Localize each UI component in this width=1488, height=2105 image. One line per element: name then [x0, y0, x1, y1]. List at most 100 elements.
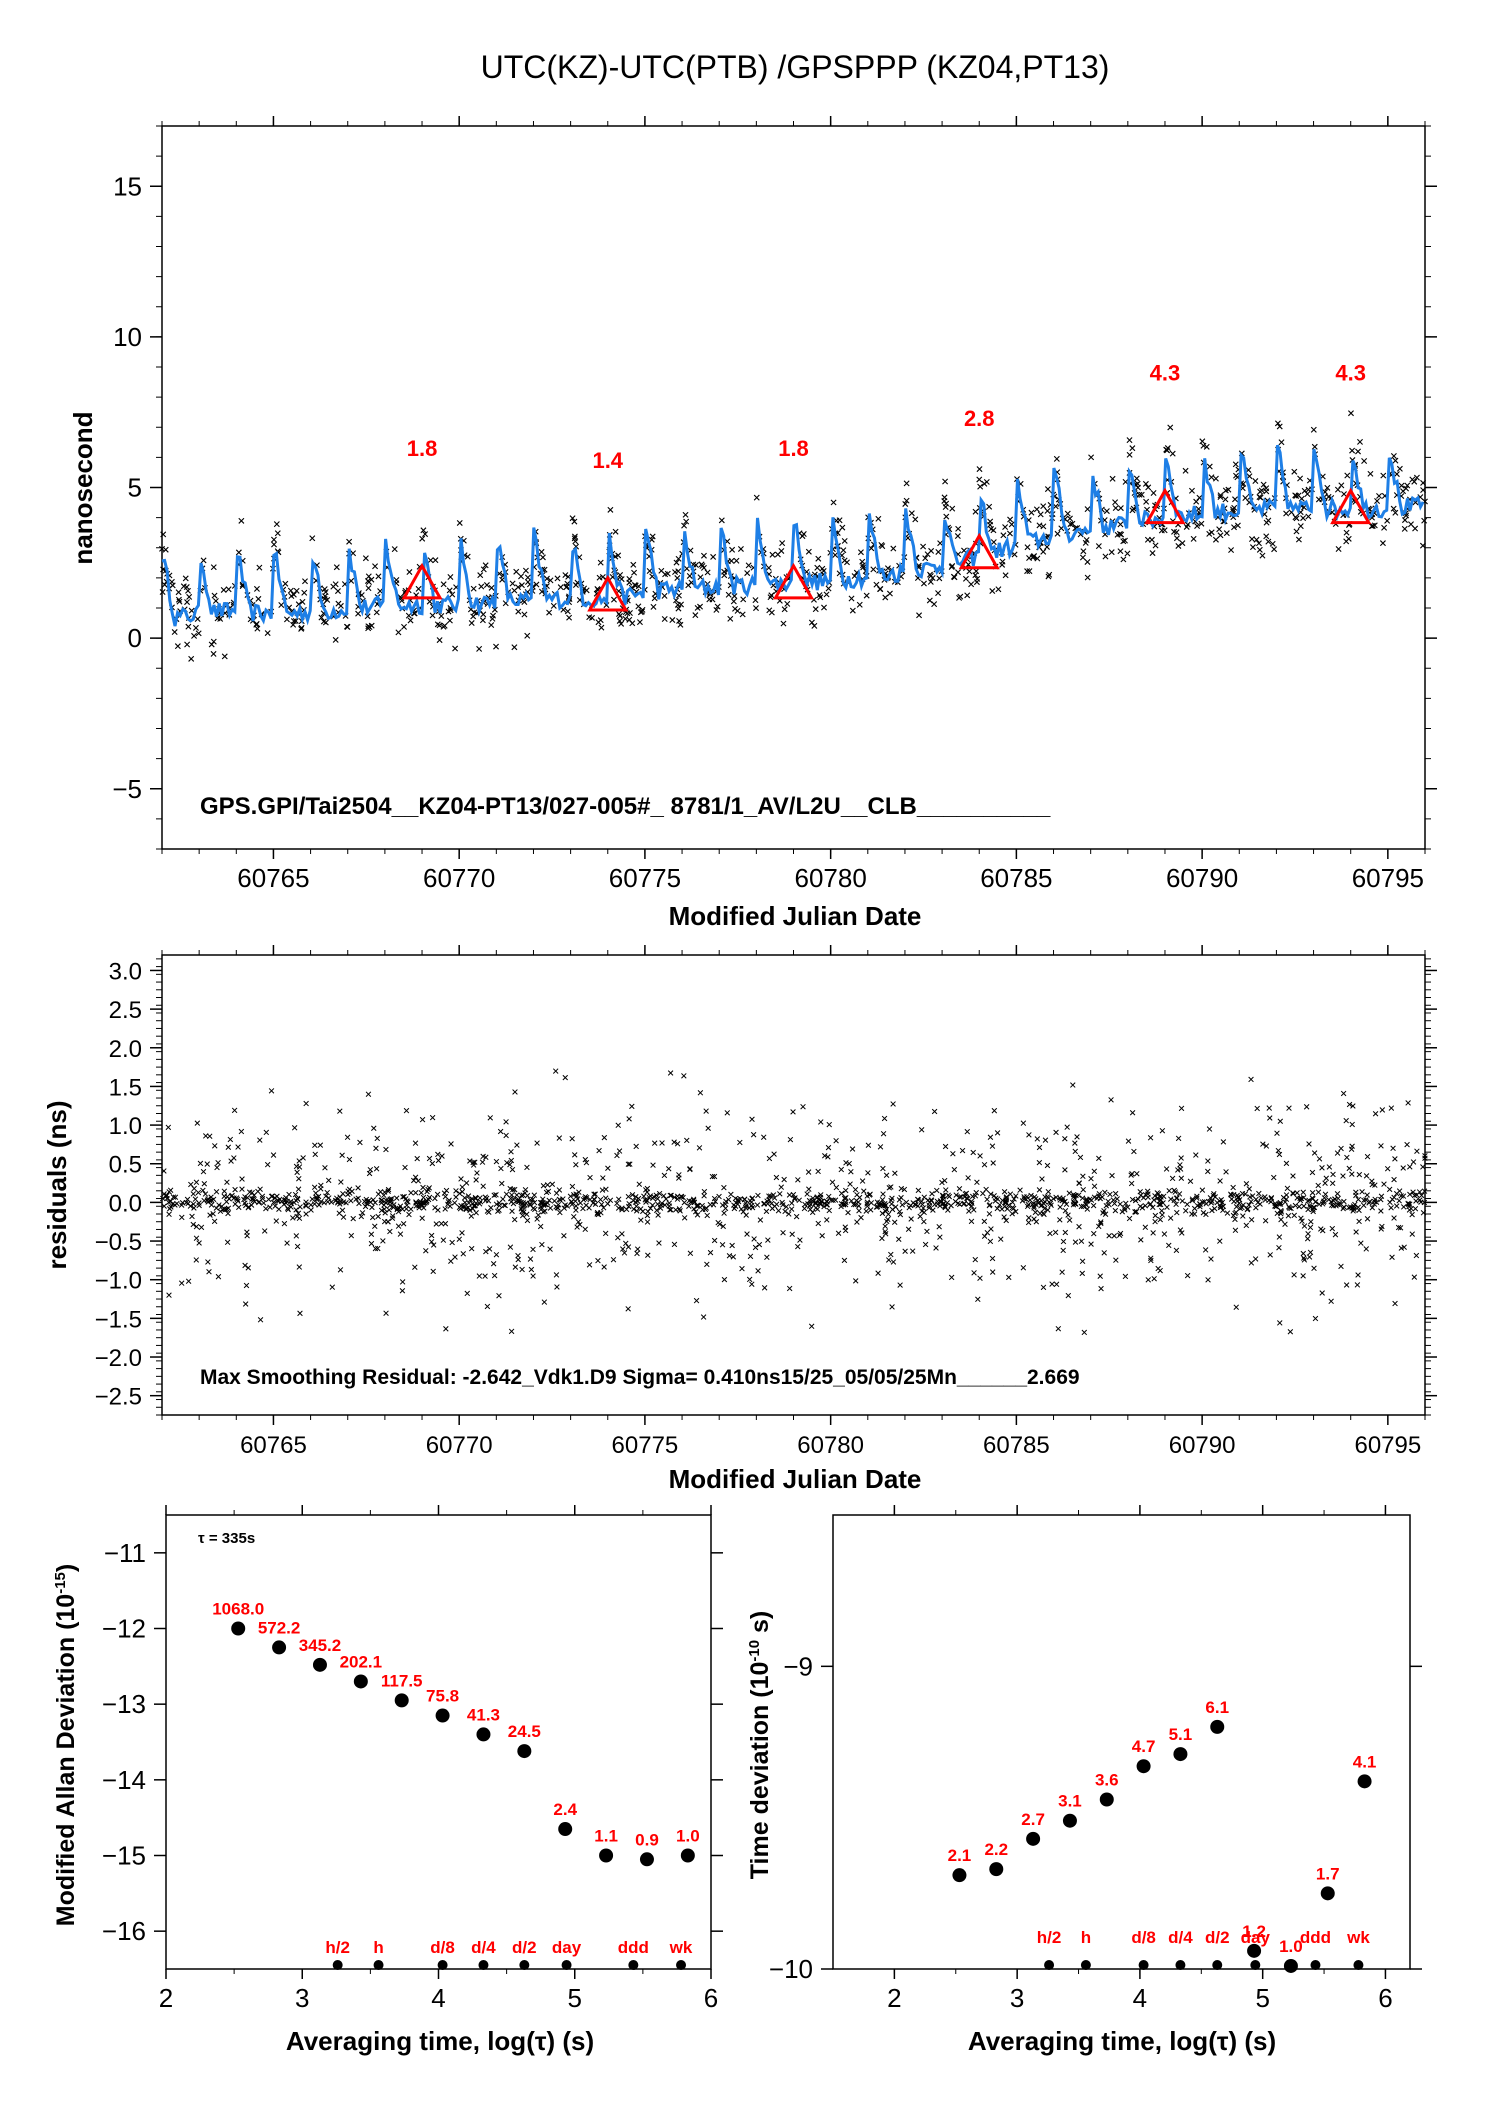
- time-offset-point: [927, 578, 934, 585]
- residual-point: [746, 1204, 752, 1211]
- residual-point: [833, 1137, 839, 1144]
- residual-point: [806, 1197, 813, 1204]
- residual-point: [1152, 1218, 1158, 1225]
- residual-point: [1329, 1225, 1336, 1232]
- residual-point: [793, 1213, 800, 1220]
- mdev-plot-frame: [165, 1514, 712, 1970]
- residual-point: [1031, 1205, 1037, 1211]
- residual-point: [667, 1192, 674, 1199]
- residual-point: [403, 1107, 410, 1114]
- residual-point: [1309, 1189, 1316, 1196]
- time-offset-point: [1182, 467, 1189, 474]
- residual-point: [415, 1178, 422, 1184]
- residual-point: [630, 1197, 637, 1204]
- residual-point: [726, 1253, 733, 1259]
- time-offset-y-tick-label: 5: [128, 473, 142, 503]
- time-offset-marker-label: 4.3: [1335, 361, 1366, 386]
- residual-point: [605, 1165, 611, 1172]
- residual-point: [661, 1172, 668, 1179]
- residuals-y-tick-label: −2.0: [95, 1345, 142, 1372]
- residual-point: [214, 1164, 220, 1171]
- residual-point: [1248, 1260, 1255, 1266]
- residual-point: [452, 1254, 458, 1260]
- time-offset-point: [1002, 572, 1009, 579]
- tdev-point-label: 4.7: [1132, 1737, 1156, 1756]
- time-offset-point: [1345, 535, 1352, 542]
- residual-point: [467, 1207, 473, 1214]
- residual-point: [1363, 1246, 1370, 1252]
- time-offset-point: [1036, 522, 1043, 529]
- residual-point: [1246, 1202, 1252, 1208]
- residual-point: [597, 1196, 604, 1203]
- time-offset-point: [446, 587, 453, 594]
- residual-point: [380, 1238, 386, 1244]
- time-offset-point: [488, 622, 495, 629]
- residual-point: [1341, 1198, 1347, 1205]
- residual-point: [540, 1209, 546, 1215]
- residual-point: [936, 1223, 942, 1230]
- residual-point: [933, 1245, 939, 1251]
- residual-point: [667, 1207, 673, 1213]
- time-offset-point: [282, 580, 289, 587]
- residual-point: [1328, 1298, 1334, 1305]
- residual-point: [741, 1196, 748, 1202]
- time-offset-point: [571, 533, 578, 540]
- residual-point: [1356, 1207, 1362, 1214]
- time-offset-marker-triangle: [401, 562, 443, 600]
- residual-point: [577, 1200, 584, 1206]
- residual-point: [267, 1204, 273, 1211]
- time-offset-point: [1190, 535, 1197, 542]
- residual-point: [575, 1219, 582, 1225]
- residual-point: [386, 1207, 392, 1213]
- residual-point: [537, 1223, 544, 1230]
- residual-point: [193, 1235, 200, 1241]
- time-offset-x-tick-label: 60765: [237, 863, 309, 893]
- time-offset-point: [509, 580, 516, 587]
- time-offset-point: [737, 545, 744, 552]
- residual-point: [1003, 1194, 1010, 1200]
- time-offset-point: [1256, 494, 1263, 501]
- residual-point: [1012, 1208, 1019, 1215]
- residual-point: [456, 1236, 463, 1242]
- residual-point: [1340, 1090, 1347, 1097]
- residual-point: [1422, 1153, 1428, 1159]
- time-offset-point: [873, 581, 880, 588]
- residual-point: [897, 1282, 903, 1288]
- time-offset-point: [1117, 548, 1124, 555]
- residual-point: [755, 1192, 761, 1199]
- residual-point: [368, 1240, 375, 1247]
- time-offset-point: [278, 602, 285, 609]
- residual-point: [1095, 1223, 1102, 1230]
- residual-point: [1205, 1277, 1211, 1283]
- time-offset-point: [1167, 424, 1174, 431]
- residual-point: [387, 1228, 393, 1235]
- time-offset-point: [922, 555, 929, 562]
- residual-point: [788, 1200, 795, 1206]
- time-offset-point: [1255, 540, 1262, 547]
- residual-point: [1277, 1320, 1283, 1326]
- residual-point: [864, 1199, 871, 1205]
- time-offset-point: [1133, 475, 1140, 482]
- residual-point: [739, 1265, 745, 1272]
- residual-point: [1006, 1274, 1012, 1281]
- time-offset-point: [1129, 507, 1136, 514]
- residual-point: [1077, 1154, 1084, 1161]
- time-offset-point: [713, 606, 720, 613]
- residual-point: [601, 1134, 608, 1141]
- residual-point: [1062, 1208, 1069, 1214]
- time-offset-point: [675, 592, 682, 599]
- residual-point: [920, 1205, 927, 1211]
- time-offset-point: [447, 573, 454, 580]
- residual-point: [446, 1197, 452, 1204]
- residual-point: [880, 1130, 887, 1137]
- residual-point: [303, 1211, 309, 1217]
- residual-point: [766, 1155, 773, 1162]
- time-offset-point: [928, 547, 935, 554]
- residual-point: [788, 1206, 795, 1212]
- residual-point: [1351, 1206, 1357, 1213]
- residual-point: [472, 1194, 479, 1201]
- residual-point: [964, 1195, 970, 1202]
- time-offset-point: [1120, 538, 1127, 545]
- residual-point: [507, 1195, 514, 1202]
- mdev-point-label: 345.2: [299, 1636, 342, 1655]
